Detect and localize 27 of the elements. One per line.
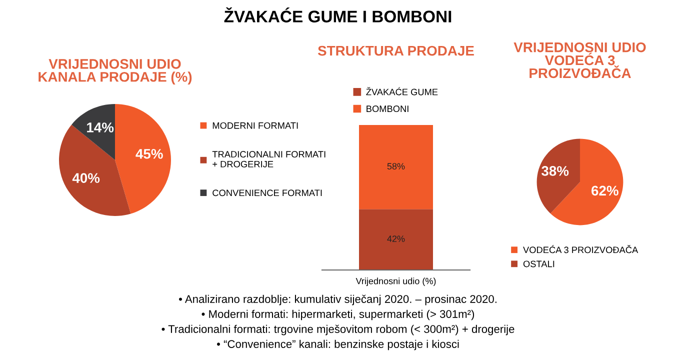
chart-title: VRIJEDNOSNI UDIO KANALA PRODAJE (%) <box>38 59 192 85</box>
text: • Tradicionalni formati: trgovine mješovitom robom (< 300m²) + drogerije <box>162 324 514 336</box>
text: • Moderni formati: hipermarketi, supermarketi (> 301m²) <box>202 310 474 320</box>
legend-label: MODERNI FORMATI <box>212 122 298 129</box>
x-axis-title: Vrijednosni udio (%) <box>356 278 436 286</box>
data-label: 42% <box>387 236 405 242</box>
legend-label: OSTALI <box>523 260 554 268</box>
chart-title: STRUKTURA PRODAJE <box>318 46 474 56</box>
legend-label: TRADICIONALNI FORMATI + DROGERIJE <box>212 151 326 168</box>
chart-title: VRIJEDNOSNI UDIO VODEĆA 3 PROIZVOĐAČA <box>514 42 646 78</box>
legend-label: VODEĆA 3 PROIZVOĐAČA <box>523 245 638 254</box>
text: • Analizirano razdoblje: kumulativ siječanj 2020. – prosinac 2020. <box>179 294 496 306</box>
text: ŽVAKAĆE GUME I BOMBONI <box>224 7 452 22</box>
legend-label: CONVENIENCE FORMATI <box>212 190 322 196</box>
legend-label: BOMBONI <box>366 106 408 112</box>
data-label: 40% <box>72 173 100 183</box>
data-label: 62% <box>592 186 618 196</box>
pie-slice <box>115 104 171 214</box>
data-label: 14% <box>87 122 114 132</box>
data-label: 45% <box>136 148 163 159</box>
pie-slice <box>536 138 580 214</box>
pie-slice <box>59 124 131 216</box>
legend-label: ŽVAKAĆE GUME <box>366 87 438 96</box>
data-label: 58% <box>387 163 405 170</box>
text: • “Convenience” kanali: benzinske postaje i kiosci <box>216 340 459 350</box>
pie-slice <box>72 104 115 160</box>
data-label: 38% <box>542 166 569 176</box>
